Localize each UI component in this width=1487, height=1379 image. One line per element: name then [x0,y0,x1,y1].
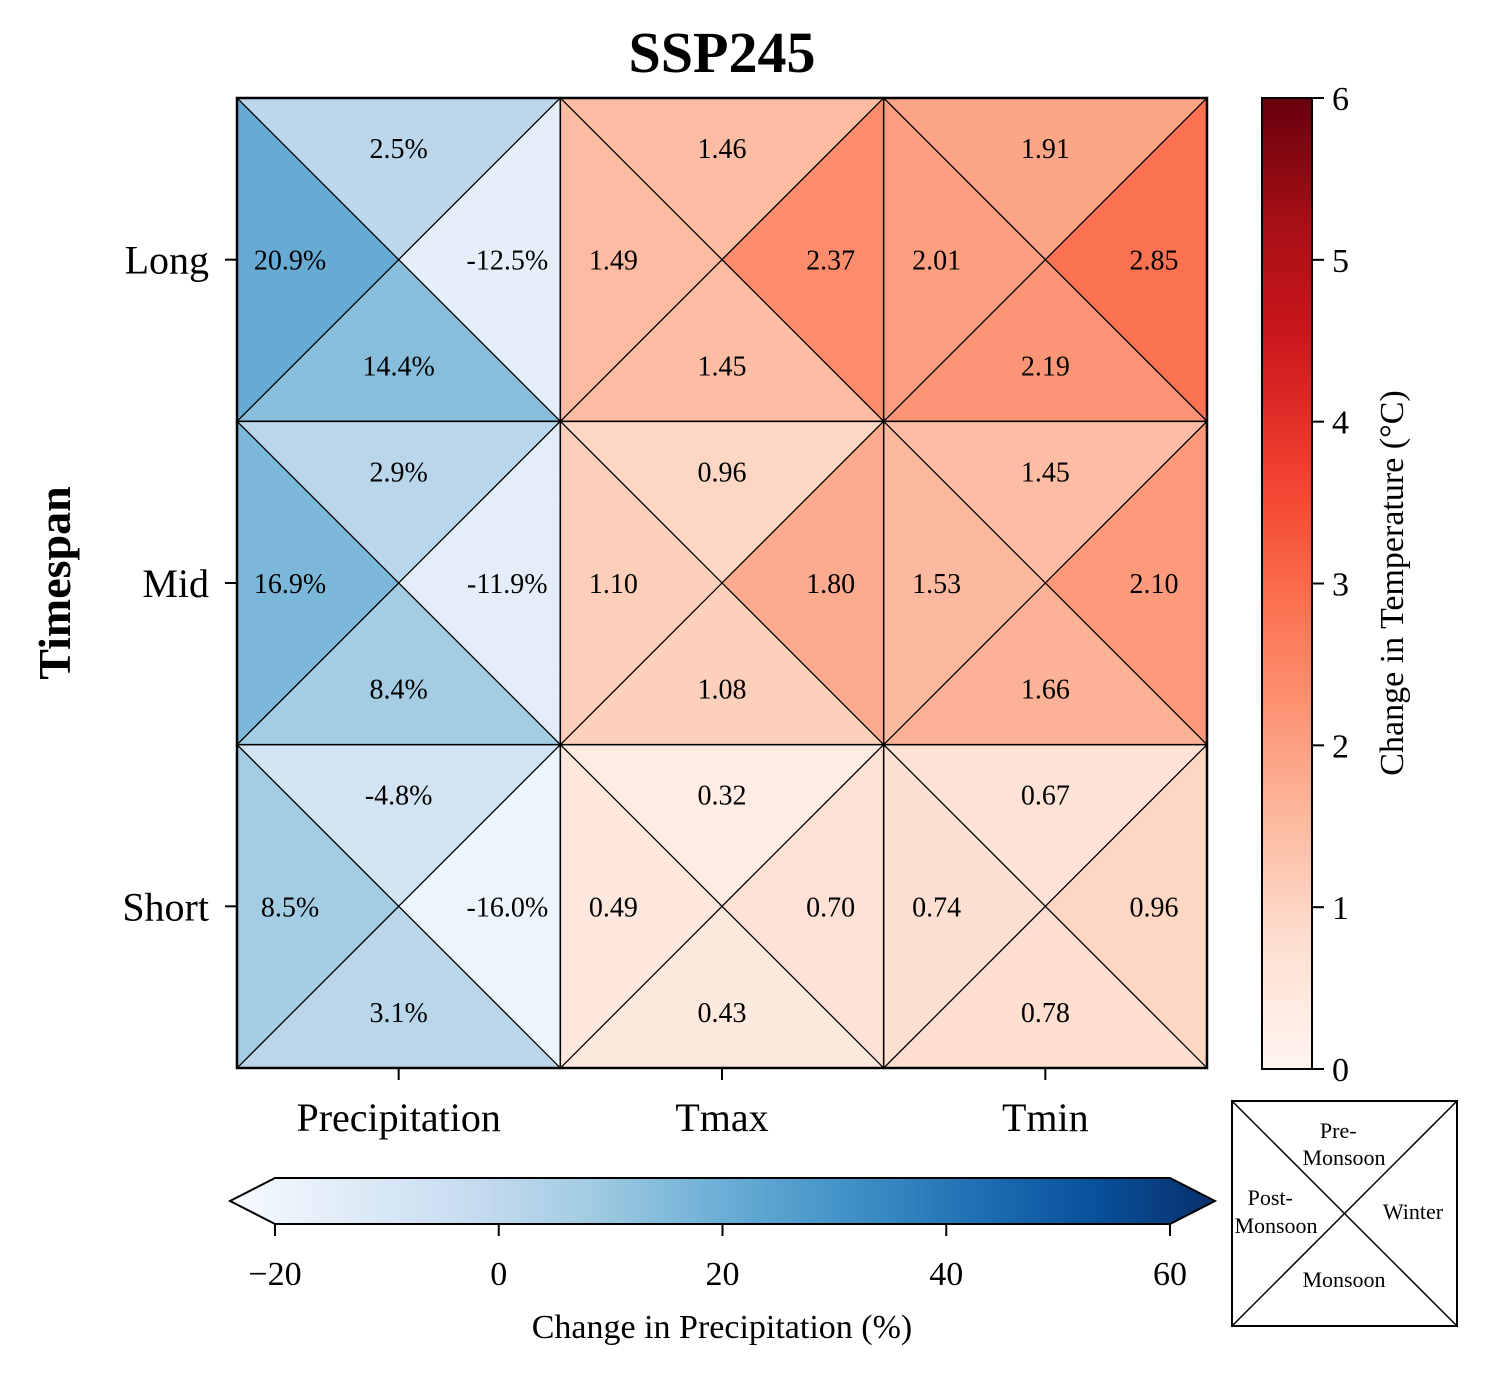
precipitation-colorbar-label: Change in Precipitation (%) [532,1309,913,1346]
cell-value-label: -4.8% [365,781,433,812]
y-tick-label: Short [122,884,209,929]
x-tick-label: Tmin [1002,1095,1089,1140]
cell-value-label: 2.01 [912,246,961,277]
precipitation-colorbar: Change in Precipitation (%) −20 0 20 40 60 [227,1177,1218,1346]
cell-value-label: 0.78 [1021,998,1070,1029]
y-tick-label: Long [125,238,209,283]
cell-value-label: 0.32 [697,781,746,812]
precipitation-colorbar-fill [227,1177,1218,1225]
cell-value-label: 2.5% [370,134,428,165]
cell-value-label: 3.1% [370,998,428,1029]
cell-value-label: 1.10 [589,569,638,600]
cell-value-label: 2.85 [1129,246,1178,277]
temperature-colorbar-tick-label: 6 [1332,81,1349,118]
cell-value-label: 2.10 [1129,569,1178,600]
cell-value-label: 1.45 [1021,457,1070,488]
cell-value-label: 1.80 [806,569,855,600]
temperature-colorbar-tick-label: 5 [1332,243,1349,280]
temperature-colorbar-tick-label: 1 [1332,890,1349,927]
precipitation-colorbar-tick-label: −20 [248,1256,301,1293]
cell-value-label: 2.9% [370,457,428,488]
temperature-colorbar-tick-label: 4 [1332,405,1349,442]
cell-value-label: 1.66 [1021,675,1070,706]
cell-value-label: -16.0% [467,892,549,923]
cell-value-label: 0.49 [589,892,638,923]
heatmap-cells: 2.5% -12.5% 14.4% 20.9% 1.46 2.37 1.45 1.49 1.91… [235,96,1209,1070]
legend-label-post-monsoon: Post- Monsoon [1234,1185,1317,1238]
cell-value-label: 0.96 [697,457,746,488]
legend-label-pre-monsoon: Pre- Monsoon [1302,1118,1385,1170]
cell-value-label: 2.19 [1021,351,1070,382]
y-tick-label: Mid [142,561,209,606]
cell-value-label: 1.49 [589,246,638,277]
chart-title: SSP245 [629,20,816,85]
cell-value-label: 0.43 [697,998,746,1029]
temperature-colorbar: Change in Temperature (°C) 0 1 2 3 4 5 6 [1261,81,1411,1089]
cell-value-label: 0.74 [912,892,961,923]
cell-value-label: 1.53 [912,569,961,600]
cell-value-label: 1.91 [1021,134,1070,165]
cell-value-label: 0.96 [1129,892,1178,923]
cell-value-label: -11.9% [467,569,548,600]
cell-value-label: 1.45 [697,351,746,382]
temperature-colorbar-tick-label: 2 [1332,728,1349,765]
temperature-colorbar-fill [1261,97,1313,1070]
legend-label-monsoon: Monsoon [1302,1267,1385,1292]
cell-value-label: 0.67 [1021,781,1070,812]
precipitation-colorbar-tick-label: 0 [490,1256,507,1293]
precipitation-colorbar-tick-label: 20 [706,1256,740,1293]
cell-value-label: 8.5% [261,892,319,923]
cell-value-label: 2.37 [806,246,855,277]
temperature-colorbar-tick-label: 0 [1332,1052,1349,1089]
season-legend-diagonal [1231,1100,1458,1327]
cell-value-label: 0.70 [806,892,855,923]
y-axis-label: Timespan [29,486,80,679]
season-legend: Pre- Monsoon Winter Monsoon Post- Monsoo… [1231,1100,1458,1327]
x-tick-label: Precipitation [296,1095,500,1140]
x-tick-label: Tmax [675,1095,768,1140]
cell-value-label: 16.9% [254,569,326,600]
precipitation-colorbar-tick-label: 60 [1153,1256,1187,1293]
cell-value-label: 20.9% [254,246,326,277]
heatmap-axes: Long Mid Short Precipitation Tmax Tmin [122,238,1088,1140]
cell-value-label: 14.4% [363,351,435,382]
cell-value-label: 8.4% [370,675,428,706]
cell-value-label: 1.08 [697,675,746,706]
temperature-colorbar-tick-label: 3 [1332,567,1349,604]
cell-value-label: 1.46 [697,134,746,165]
temperature-colorbar-label: Change in Temperature (°C) [1374,390,1411,775]
legend-label-winter: Winter [1383,1199,1444,1224]
precipitation-colorbar-tick-label: 40 [929,1256,963,1293]
cell-value-label: -12.5% [467,246,549,277]
